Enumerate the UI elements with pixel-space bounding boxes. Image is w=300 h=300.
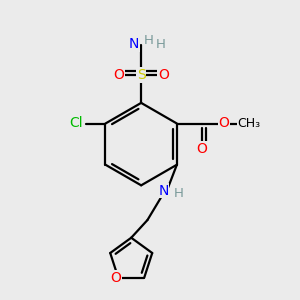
- Text: H: H: [155, 38, 165, 50]
- Text: H: H: [173, 187, 183, 200]
- Text: H: H: [144, 34, 154, 47]
- Text: O: O: [196, 142, 207, 155]
- Text: S: S: [137, 68, 146, 82]
- Text: CH₃: CH₃: [238, 117, 261, 130]
- Text: O: O: [218, 116, 230, 130]
- Text: N: N: [158, 184, 169, 198]
- Text: Cl: Cl: [69, 116, 83, 130]
- Text: O: O: [158, 68, 169, 82]
- Text: N: N: [129, 37, 139, 51]
- Text: O: O: [114, 68, 124, 82]
- Text: O: O: [110, 271, 121, 285]
